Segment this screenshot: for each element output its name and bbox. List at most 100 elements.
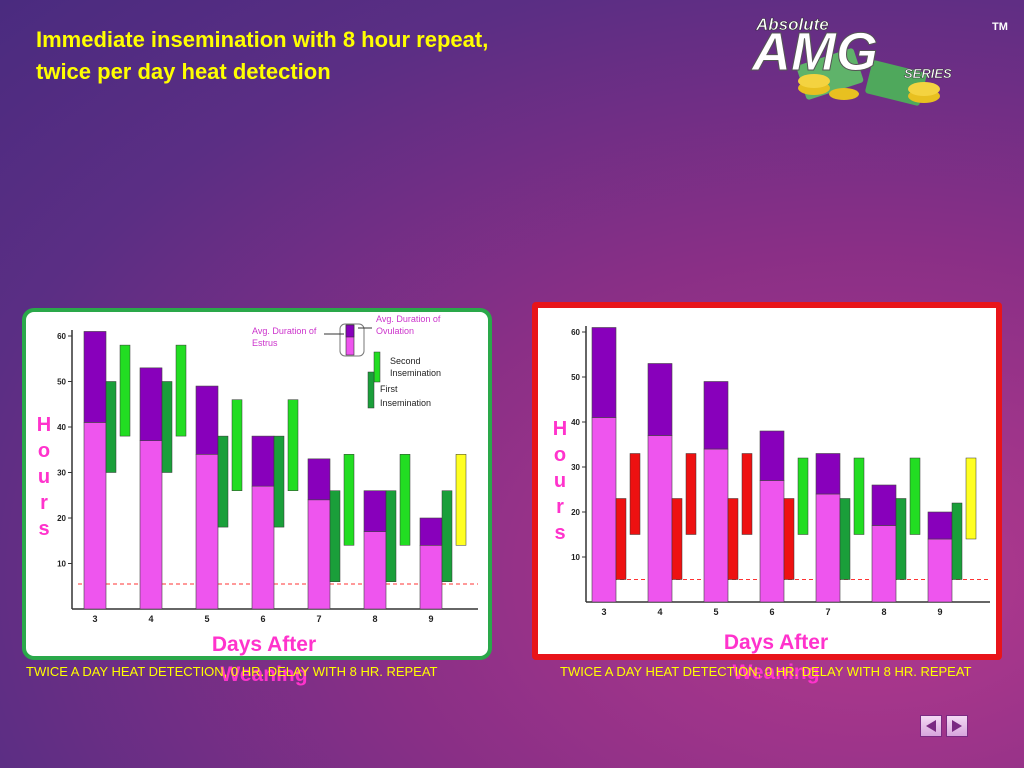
- y-tick-label: 10: [57, 560, 66, 569]
- first-insemination-bar: [895, 498, 907, 580]
- legend-bracket-box: [339, 323, 365, 357]
- y-tick-label: 60: [571, 328, 580, 337]
- x-tick-label: 5: [204, 614, 209, 624]
- x-tick-label: 7: [825, 607, 830, 617]
- y-title-letter: s: [554, 522, 566, 544]
- x-axis-title: Days After Weaning: [174, 630, 354, 690]
- second-insemination-bar: [685, 453, 697, 535]
- chart-legend: Avg. Duration of Estrus Avg. Duration of…: [252, 314, 441, 409]
- y-title-letter: o: [553, 444, 567, 466]
- y-title-letter: r: [556, 496, 564, 518]
- second-insemination-bar: [965, 457, 977, 540]
- left-chart-caption: TWICE A DAY HEAT DETECTION, 0 HR. DELAY …: [26, 664, 438, 679]
- first-insemination-bar: [329, 490, 341, 582]
- estrus-bar: [759, 480, 785, 603]
- ovulation-bar: [927, 511, 953, 540]
- second-insemination-bar: [455, 454, 467, 546]
- second-insemination-bar: [399, 454, 411, 546]
- chart-panel-left: Avg. Duration of Estrus Avg. Duration of…: [22, 308, 492, 686]
- x-tick-label: 8: [372, 614, 377, 624]
- y-tick-label: 30: [571, 463, 580, 472]
- first-insemination-bar: [839, 498, 851, 580]
- y-axis-title: H o u r s: [32, 412, 56, 542]
- legend-ovulation-label-1: Avg. Duration of: [376, 314, 441, 324]
- y-title-letter: o: [37, 440, 51, 462]
- estrus-bar: [871, 525, 897, 603]
- ovulation-bar: [419, 517, 443, 546]
- x-tick-label: 9: [937, 607, 942, 617]
- ovulation-bar: [815, 453, 841, 495]
- legend-second-swatch: [373, 351, 381, 383]
- first-insemination-bar: [161, 381, 173, 473]
- y-tick-label: 20: [57, 514, 66, 523]
- logo-absolute-text: Absolute: [755, 15, 829, 34]
- legend-ovulation-label-2: Ovulation: [376, 326, 414, 336]
- ovulation-bar: [195, 385, 219, 455]
- slide-title-line-2: twice per day heat detection: [36, 59, 331, 84]
- logo-tm-text: TM: [992, 21, 1008, 33]
- legend-estrus-label-2: Estrus: [252, 338, 278, 348]
- legend-first-label-1: First: [380, 384, 398, 394]
- x-axis-title: Days After Weaning: [686, 628, 866, 688]
- second-insemination-bar: [909, 457, 921, 535]
- estrus-bar: [363, 531, 387, 610]
- ovulation-bar: [871, 484, 897, 526]
- ovulation-bar: [591, 327, 617, 418]
- y-title-letter: H: [36, 414, 52, 436]
- x-tick-label: 6: [769, 607, 774, 617]
- amg-series-logo: Absolute AMG SERIES TM: [750, 15, 1008, 106]
- estrus-bar: [307, 499, 331, 610]
- first-insemination-bar: [273, 435, 285, 528]
- x-tick-label: 4: [148, 614, 153, 624]
- estrus-bar: [815, 493, 841, 603]
- second-insemination-bar: [629, 453, 641, 535]
- x-tick-label: 8: [881, 607, 886, 617]
- second-insemination-bar: [175, 344, 187, 437]
- second-insemination-bar: [231, 399, 243, 491]
- estrus-bar: [139, 440, 163, 610]
- x-title-line-1: Days After: [723, 631, 829, 654]
- legend-second-label-1: Second: [390, 356, 421, 366]
- estrus-bar: [251, 485, 275, 610]
- y-title-letter: u: [553, 470, 567, 492]
- y-title-letter: u: [37, 466, 51, 488]
- y-tick-label: 40: [571, 418, 580, 427]
- x-title-line-2: Weaning: [732, 661, 820, 684]
- next-slide-button[interactable]: [946, 715, 968, 737]
- y-tick-label: 10: [571, 553, 580, 562]
- x-tick-label: 7: [316, 614, 321, 624]
- y-title-letter: H: [552, 418, 568, 440]
- ovulation-bar: [307, 458, 331, 501]
- estrus-bar: [195, 454, 219, 610]
- first-insemination-bar: [615, 498, 627, 580]
- ovulation-bar: [647, 363, 673, 436]
- chart-left: Avg. Duration of Estrus Avg. Duration of…: [57, 314, 478, 624]
- x-tick-label: 3: [601, 607, 606, 617]
- x-tick-label: 6: [260, 614, 265, 624]
- x-tick-label: 4: [657, 607, 662, 617]
- estrus-bar: [591, 417, 617, 603]
- logo-series-text: SERIES: [904, 66, 952, 81]
- first-insemination-bar: [727, 498, 739, 580]
- ovulation-bar: [759, 430, 785, 481]
- y-tick-label: 50: [571, 373, 580, 382]
- first-insemination-bar: [783, 498, 795, 580]
- y-title-letter: r: [40, 492, 48, 514]
- first-insemination-bar: [441, 490, 453, 582]
- logo-amg-text: AMG: [750, 22, 878, 82]
- second-insemination-bar: [343, 454, 355, 546]
- ovulation-bar: [251, 435, 275, 487]
- y-tick-label: 20: [571, 508, 580, 517]
- legend-first-label-2: Insemination: [380, 398, 431, 408]
- chart-panel-right: 10 20 30 40 50 60 3 4 5 6 7 8 9 H o u r s Days After…: [532, 302, 1002, 684]
- second-insemination-bar: [287, 399, 299, 491]
- y-axis-title: H o u r s: [548, 416, 572, 546]
- ovulation-bar: [363, 490, 387, 532]
- previous-slide-button[interactable]: [920, 715, 942, 737]
- y-tick-label: 60: [57, 332, 66, 341]
- legend-ovulation-swatch: [345, 324, 355, 338]
- y-title-letter: s: [38, 518, 50, 540]
- slide-title: Immediate insemination with 8 hour repea…: [36, 24, 596, 88]
- first-insemination-bar: [951, 502, 963, 580]
- x-title-line-2: Weaning: [220, 663, 308, 686]
